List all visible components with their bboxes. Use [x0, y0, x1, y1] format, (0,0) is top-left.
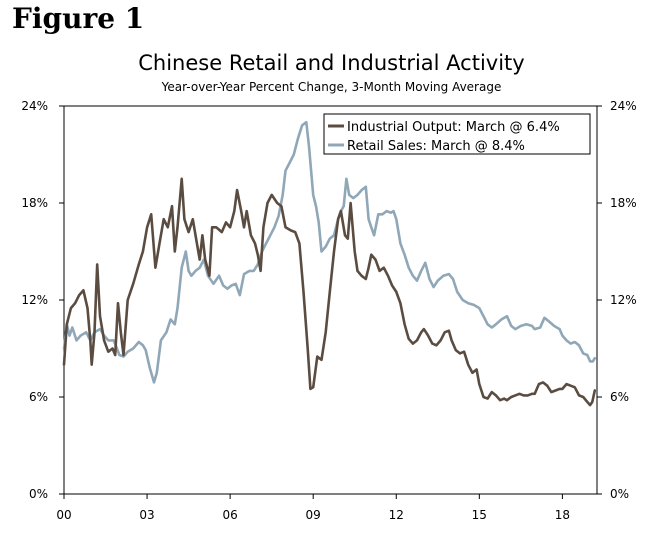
x-tick-label: 12 [389, 508, 404, 522]
y-tick-label-left: 6% [29, 390, 48, 404]
x-tick-label: 09 [306, 508, 321, 522]
x-axis: 00 03 06 09 12 15 18 [56, 494, 570, 522]
chart-subtitle: Year-over-Year Percent Change, 3-Month M… [161, 80, 502, 94]
x-tick-label: 06 [222, 508, 237, 522]
legend-box [323, 113, 591, 155]
y-tick-label-left: 0% [29, 487, 48, 501]
chart-title: Chinese Retail and Industrial Activity [138, 51, 525, 75]
x-tick-label: 15 [472, 508, 487, 522]
legend: Industrial Output: March @ 6.4% Retail Sa… [323, 113, 591, 155]
plot-area [63, 105, 598, 495]
y-tick-label-right: 6% [610, 390, 629, 404]
y-tick-label-right: 0% [610, 487, 629, 501]
legend-label: Retail Sales: March @ 8.4% [347, 139, 525, 154]
y-tick-label-right: 18% [610, 196, 637, 210]
y-tick-label-left: 18% [21, 196, 48, 210]
y-tick-label-right: 12% [610, 293, 637, 307]
legend-label: Industrial Output: March @ 6.4% [347, 120, 560, 135]
figure-label: Figure 1 [12, 2, 145, 35]
y-tick-label-right: 24% [610, 99, 637, 113]
y-axis-right: 0% 6% 12% 18% 24% [597, 99, 637, 501]
series-line-industrial-output [62, 177, 597, 407]
x-tick-label: 18 [555, 508, 570, 522]
x-tick-label: 00 [56, 508, 71, 522]
plot-frame [63, 105, 598, 495]
y-axis-left: 0% 6% 12% 18% 24% [21, 99, 64, 501]
series-layer [62, 120, 597, 407]
x-tick-label: 03 [139, 508, 154, 522]
y-tick-label-left: 12% [21, 293, 48, 307]
y-tick-label-left: 24% [21, 99, 48, 113]
series-line-retail-sales [62, 120, 597, 384]
